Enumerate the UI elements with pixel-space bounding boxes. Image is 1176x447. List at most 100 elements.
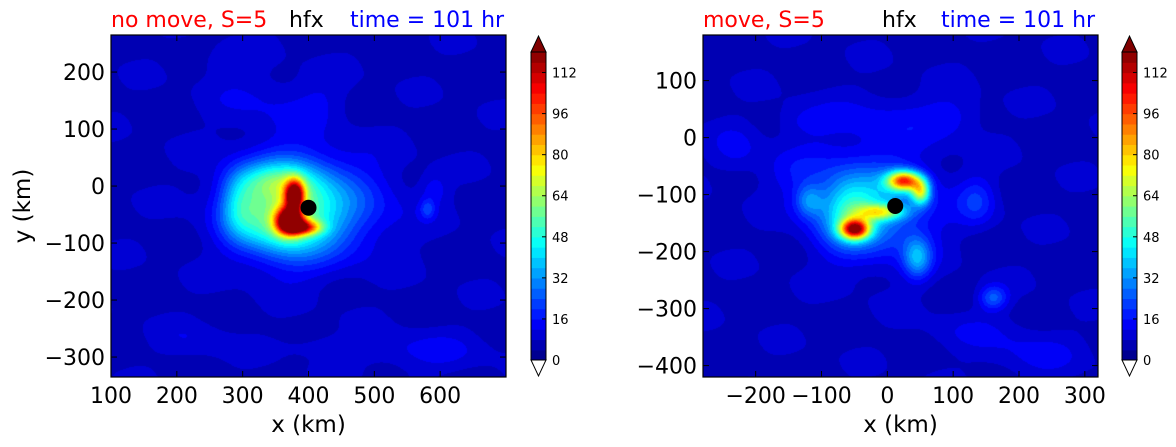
colorbar-band — [1122, 154, 1137, 166]
colorbar-band — [531, 175, 546, 187]
colorbar-tick-label: 112 — [552, 67, 577, 82]
y-tick-label: −400 — [637, 355, 697, 380]
colorbar-band — [1122, 195, 1137, 207]
colorbar-band — [1122, 267, 1137, 279]
colorbar-band — [1122, 113, 1137, 125]
colorbar-tick-label: 32 — [1143, 272, 1160, 287]
x-tick-label: 100 — [90, 384, 132, 409]
colorbar-band — [531, 52, 546, 63]
x-tick-label: 600 — [419, 384, 461, 409]
colorbar-band — [1122, 144, 1137, 156]
colorbar-band — [531, 93, 546, 104]
colorbar-band — [531, 329, 546, 341]
chart-panel-2: move, S=5 hfx time = 101 hr−200 −100 0 100 200… — [637, 8, 1168, 438]
colorbar-band — [1122, 318, 1137, 330]
x-axis-label: x (km) — [863, 412, 938, 438]
x-tick-label: −200 — [725, 384, 785, 409]
colorbar-band — [1122, 329, 1137, 341]
chart-title-part: time = 101 hr — [941, 8, 1096, 33]
colorbar-band — [531, 339, 546, 351]
x-tick-label: −100 — [791, 384, 851, 409]
colorbar-band — [531, 247, 546, 258]
storm-center-marker — [300, 199, 317, 216]
x-tick-label: 100 — [932, 384, 974, 409]
chart-panel-1: no move, S=5 hfx time = 101 hr 100 200 300 400… — [10, 8, 577, 438]
colorbar-tick-label: 0 — [552, 354, 560, 369]
colorbar-tick-label: 112 — [1143, 67, 1168, 82]
colorbar-min-extend — [530, 359, 547, 378]
colorbar-band — [1122, 103, 1137, 115]
colorbar-band — [531, 195, 546, 207]
chart-title-part: move, S=5 — [703, 8, 825, 33]
colorbar-tick-label: 64 — [1143, 190, 1160, 205]
chart-title-part: hfx — [289, 8, 324, 33]
y-tick-label: 200 — [63, 61, 105, 86]
colorbar-band — [1122, 164, 1137, 176]
colorbar-band — [531, 349, 546, 361]
colorbar-band — [531, 164, 546, 176]
colorbar-tick-label: 64 — [552, 190, 569, 205]
colorbar-band — [1122, 308, 1137, 320]
y-tick-label: −200 — [637, 241, 697, 266]
colorbar-tick-label: 80 — [552, 149, 569, 164]
y-axis-label: y (km) — [10, 169, 36, 244]
colorbar-band — [1122, 175, 1137, 187]
colorbar-max-extend — [530, 34, 547, 53]
colorbar-band — [531, 144, 546, 156]
colorbar-band — [1122, 277, 1137, 289]
x-tick-label: 200 — [998, 384, 1040, 409]
colorbar-tick-label: 32 — [552, 272, 569, 287]
colorbar-tick-label: 80 — [1143, 149, 1160, 164]
colorbar-band — [1122, 93, 1137, 104]
chart-title-part: time = 101 hr — [350, 8, 505, 33]
colorbar-band — [531, 267, 546, 279]
colorbar-tick-label: 96 — [552, 108, 569, 123]
chart-title-part: hfx — [882, 8, 917, 33]
y-tick-label: −300 — [637, 298, 697, 323]
colorbar-band — [1122, 349, 1137, 361]
colorbar-tick-label: 16 — [552, 313, 569, 328]
colorbar-max-extend — [1121, 34, 1138, 53]
y-tick-label: −200 — [45, 289, 105, 314]
x-tick-label: 500 — [353, 384, 395, 409]
colorbar-frame — [530, 51, 547, 361]
colorbar-band — [531, 318, 546, 330]
colorbar-band — [531, 288, 546, 299]
colorbar-band — [531, 185, 546, 197]
colorbar-band — [531, 103, 546, 115]
colorbar-band — [1122, 226, 1137, 238]
colorbar-band — [531, 206, 546, 217]
colorbar-tick-label: 16 — [1143, 313, 1160, 328]
colorbar-band — [1122, 82, 1137, 94]
colorbar-band — [531, 277, 546, 289]
colorbar-band — [1122, 339, 1137, 351]
y-tick-label: 100 — [63, 118, 105, 143]
colorbar-band — [531, 226, 546, 238]
colorbar-band — [531, 62, 546, 74]
y-tick-label: −100 — [637, 184, 697, 209]
colorbar-band — [1122, 185, 1137, 197]
colorbar-frame — [1121, 51, 1138, 361]
x-tick-label: 200 — [156, 384, 198, 409]
y-tick-label: 100 — [655, 70, 697, 95]
x-tick-label: 400 — [288, 384, 330, 409]
colorbar-band — [531, 82, 546, 94]
colorbar-band — [531, 216, 546, 228]
colorbar-band — [1122, 288, 1137, 299]
colorbar-band — [1122, 134, 1137, 145]
chart-title-part: no move, S=5 — [111, 8, 267, 33]
colorbar-band — [531, 123, 546, 135]
colorbar-band — [1122, 216, 1137, 228]
colorbar-band — [1122, 52, 1137, 63]
y-tick-label: 0 — [91, 175, 105, 200]
x-tick-label: 0 — [880, 384, 894, 409]
colorbar-band — [531, 154, 546, 166]
storm-center-marker — [887, 198, 904, 214]
y-tick-label: 0 — [683, 127, 697, 152]
colorbar-band — [531, 298, 546, 310]
colorbar: 0 16 32 48 64 80 96 112 — [530, 34, 577, 378]
colorbar-band — [1122, 123, 1137, 135]
colorbar-band — [531, 308, 546, 320]
colorbar-band — [531, 257, 546, 269]
